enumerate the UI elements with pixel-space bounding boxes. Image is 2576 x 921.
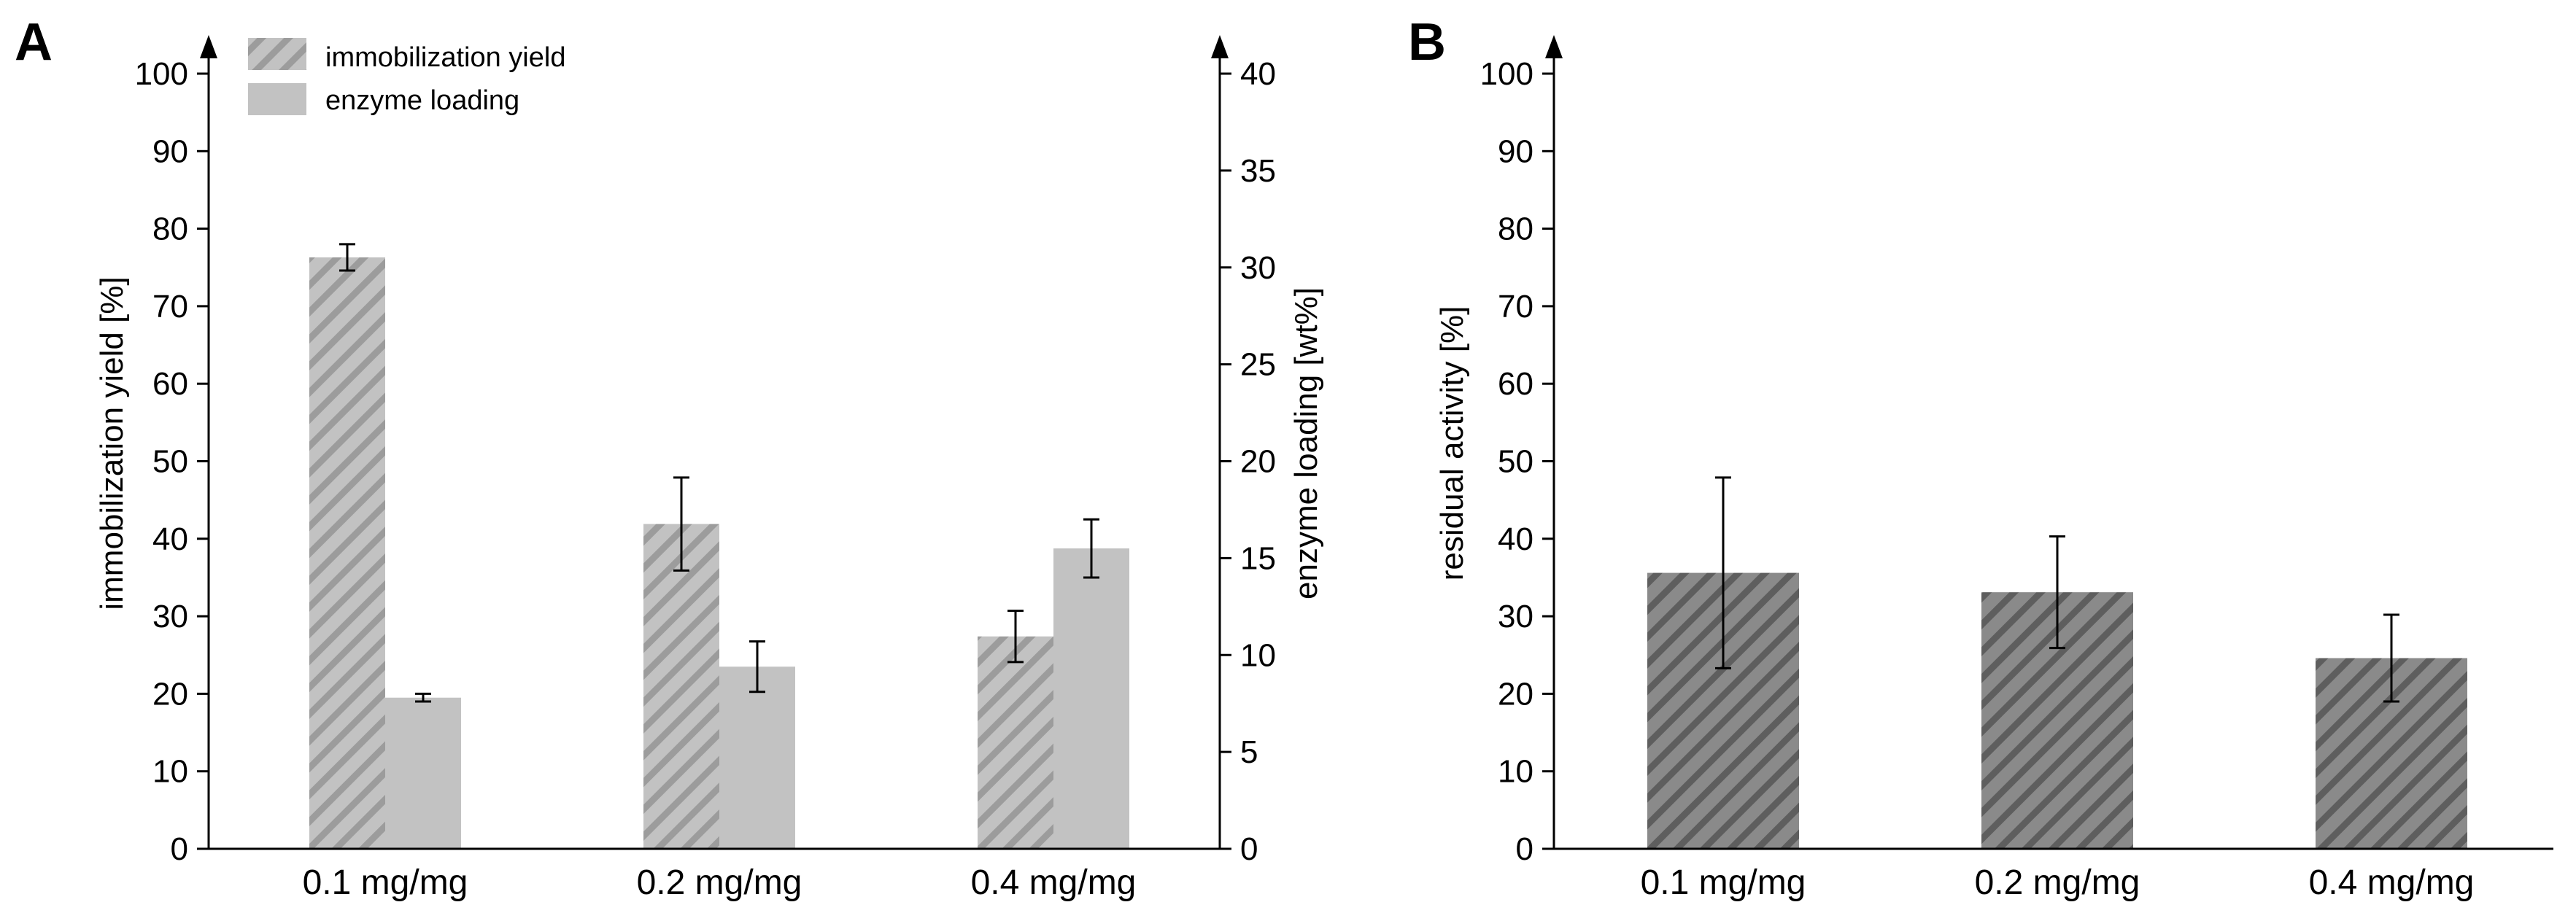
panel-a-y-tick-label: 40 [152, 521, 188, 557]
panel-a-bar-immobilization-yield-0-2-mg-mg-error-bar [673, 476, 689, 572]
panel-b-category-label: 0.2 mg/mg [1975, 863, 2140, 902]
panel-b-letter: B [1408, 13, 1446, 71]
legend-swatch-enzyme-loading [248, 83, 306, 115]
panel-a-y-tick-label: 80 [152, 211, 188, 247]
panel-a-y2-axis-title: enzyme loading [wt%] [1288, 287, 1324, 599]
panel-a-bar-immobilization-yield-0-1-mg-mg-error-bar [339, 243, 355, 272]
panel-b-y-tick-label: 10 [1498, 754, 1533, 790]
panel-b-y-tick-label: 20 [1498, 676, 1533, 712]
panel-a-y-tick-label: 90 [152, 133, 188, 169]
legend-swatch-immobilization-yield [248, 38, 306, 70]
panel-b-y-tick-label: 40 [1498, 521, 1533, 557]
panel-a-y-axis-title: immobilization yield [%] [94, 276, 130, 610]
panel-a-y2-tick-label: 25 [1240, 347, 1276, 383]
panel-a-bar-enzyme-loading-0-4-mg-mg [1053, 548, 1129, 849]
panel-b-y-tick-label: 50 [1498, 444, 1533, 480]
panel-b-y-tick-label: 30 [1498, 599, 1533, 634]
panel-a-y-tick-label: 100 [135, 56, 188, 92]
panel-a-category-label: 0.2 mg/mg [637, 863, 802, 902]
panel-a-y-tick-label: 60 [152, 366, 188, 402]
panel-a-y2-tick-label: 0 [1240, 831, 1258, 867]
panel-a-y-tick-label: 0 [171, 831, 188, 867]
panel-a-letter: A [15, 13, 53, 71]
panel-b-y-axis-title: residual activity [%] [1434, 306, 1470, 581]
panel-a-bar-enzyme-loading-0-2-mg-mg-error-bar [749, 640, 765, 693]
panel-b: B residual activity [%] 0 10 20 30 40 50 60 70 8… [1408, 13, 2553, 902]
panel-a-y2-tick-label: 30 [1240, 250, 1276, 286]
panel-a-y2-tick-label: 40 [1240, 56, 1276, 92]
panel-a-y-axis-arrow [200, 35, 217, 58]
panel-a-y2-axis-arrow [1211, 35, 1229, 58]
panel-b-y-tick-label: 0 [1516, 831, 1533, 867]
panel-a-y-tick-label: 30 [152, 599, 188, 634]
panel-a: A immobilization yield [%] enzyme loadin… [15, 13, 1324, 902]
panel-a-y2-tick-label: 10 [1240, 637, 1276, 673]
panel-a-bar-enzyme-loading-0-1-mg-mg [385, 697, 461, 849]
panel-a-bar-immobilization-yield-0-4-mg-mg-error-bar [1007, 610, 1024, 664]
legend-label-enzyme-loading: enzyme loading [325, 85, 519, 116]
panel-a-bar-enzyme-loading-0-4-mg-mg-error-bar [1083, 518, 1099, 579]
panel-b-y-tick-label: 100 [1480, 56, 1533, 92]
panel-a-y2-tick-label: 20 [1240, 444, 1276, 480]
panel-b-y-tick-label: 90 [1498, 133, 1533, 169]
panel-a-y-tick-label: 20 [152, 676, 188, 712]
panel-b-y-tick-label: 70 [1498, 289, 1533, 325]
panel-a-bar-enzyme-loading-0-2-mg-mg [719, 667, 795, 849]
panel-b-y-tick-label: 60 [1498, 366, 1533, 402]
panel-b-category-label: 0.4 mg/mg [2309, 863, 2475, 902]
panel-a-y-tick-label: 10 [152, 754, 188, 790]
panel-a-y2-tick-label: 35 [1240, 153, 1276, 189]
panel-b-y-tick-label: 80 [1498, 211, 1533, 247]
panel-a-y-tick-label: 70 [152, 289, 188, 325]
panel-b-category-label: 0.1 mg/mg [1641, 863, 1806, 902]
panel-a-y2-tick-label: 5 [1240, 734, 1258, 770]
panel-a-y2-tick-label: 15 [1240, 540, 1276, 576]
panel-b-bar-residual-activity-0-1-mg-mg-error-bar [1715, 476, 1731, 669]
panel-a-legend: immobilization yield enzyme loading [248, 38, 565, 116]
panel-a-y-tick-label: 50 [152, 444, 188, 480]
panel-a-bar-immobilization-yield-0-1-mg-mg [309, 257, 385, 849]
panel-b-bar-residual-activity-0-2-mg-mg-error-bar [2049, 535, 2065, 650]
panel-b-y-axis-arrow [1545, 35, 1563, 58]
legend-label-immobilization-yield: immobilization yield [325, 42, 565, 73]
panel-a-category-label: 0.4 mg/mg [971, 863, 1137, 902]
panel-b-bar-residual-activity-0-4-mg-mg-error-bar [2383, 613, 2399, 703]
panel-a-bar-immobilization-yield-0-4-mg-mg [978, 636, 1053, 849]
panel-a-category-label: 0.1 mg/mg [303, 863, 468, 902]
panel-a-bar-enzyme-loading-0-1-mg-mg-error-bar [415, 692, 431, 703]
panel-a-bar-immobilization-yield-0-2-mg-mg [643, 524, 719, 849]
